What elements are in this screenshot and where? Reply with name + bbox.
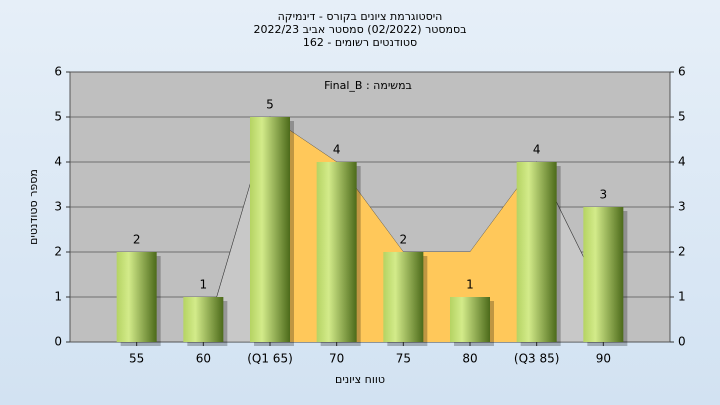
y-tick-label: 6 xyxy=(54,65,62,79)
data-label: 2 xyxy=(133,233,141,247)
data-label: 5 xyxy=(266,98,274,112)
data-label: 3 xyxy=(600,188,608,202)
bar xyxy=(383,252,424,342)
y-tick-label: 5 xyxy=(54,110,62,124)
y-axis-title: מספר סטודנטים xyxy=(27,169,40,245)
y2-tick-label: 1 xyxy=(678,290,686,304)
chart-title: בסמסטר (02/2022) סמסטר אביב 2022/23 xyxy=(253,23,466,36)
bar xyxy=(316,162,357,342)
y2-tick-label: 5 xyxy=(678,110,686,124)
x-tick-label: 55 xyxy=(129,352,144,366)
bar xyxy=(450,297,490,342)
chart-title: היסטוגרמת ציונים בקורס - דינמיקה xyxy=(278,10,443,23)
y-tick-label: 1 xyxy=(54,290,62,304)
y-tick-label: 3 xyxy=(54,200,62,214)
x-tick-label: (Q1 65) xyxy=(247,352,293,366)
data-label: 1 xyxy=(200,278,208,292)
y2-tick-label: 4 xyxy=(678,155,686,169)
y2-tick-label: 2 xyxy=(678,245,686,259)
x-tick-label: 90 xyxy=(596,352,611,366)
y-tick-label: 0 xyxy=(54,335,62,349)
data-label: 4 xyxy=(533,143,541,157)
y2-tick-label: 6 xyxy=(678,65,686,79)
bar xyxy=(116,252,157,342)
x-axis-title: טווח ציונים xyxy=(335,373,385,386)
y-tick-label: 2 xyxy=(54,245,62,259)
bar xyxy=(516,162,557,342)
data-label: 2 xyxy=(400,233,408,247)
x-tick-label: 70 xyxy=(329,352,344,366)
y-tick-label: 4 xyxy=(54,155,62,169)
y2-tick-label: 0 xyxy=(678,335,686,349)
bar xyxy=(183,297,224,342)
data-label: 1 xyxy=(466,278,474,292)
data-label: 4 xyxy=(333,143,341,157)
x-tick-label: 80 xyxy=(462,352,477,366)
chart-title: סטודנטים רשומים - 162 xyxy=(303,36,417,49)
y2-tick-label: 3 xyxy=(678,200,686,214)
x-tick-label: (Q3 85) xyxy=(514,352,560,366)
legend-label: Final_B : במשימה xyxy=(324,79,412,92)
x-tick-label: 60 xyxy=(196,352,211,366)
bar xyxy=(583,207,624,342)
bar xyxy=(250,117,290,342)
x-tick-label: 75 xyxy=(396,352,411,366)
